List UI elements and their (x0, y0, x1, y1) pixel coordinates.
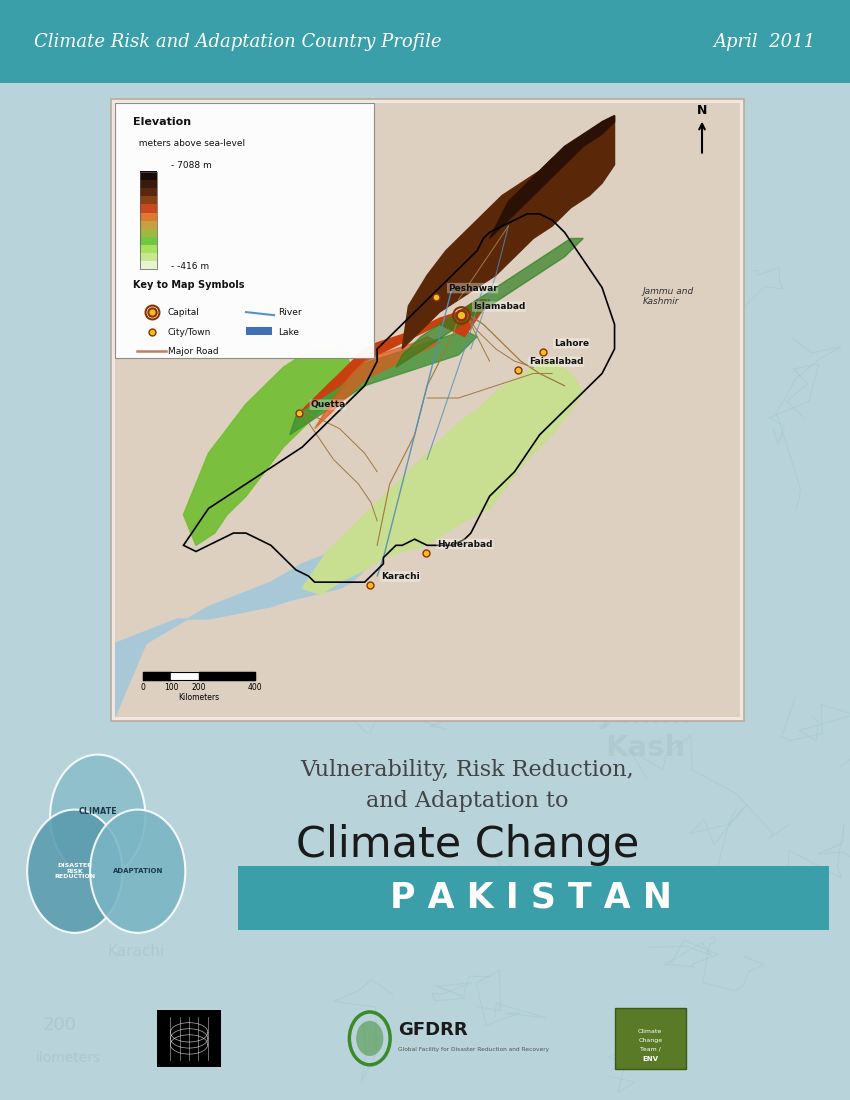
Text: and Adaptation to: and Adaptation to (366, 790, 569, 812)
Bar (139, 187, 157, 197)
Text: Quetta: Quetta (310, 400, 346, 409)
Text: - -416 m: - -416 m (171, 262, 209, 271)
Text: Lake: Lake (279, 329, 299, 338)
Text: Lahore: Lahore (649, 580, 711, 597)
Text: Lahore: Lahore (554, 339, 589, 348)
Polygon shape (314, 337, 439, 429)
Text: 200: 200 (192, 683, 207, 692)
Text: Team /: Team / (640, 1047, 660, 1052)
Text: GFDRR: GFDRR (398, 1021, 468, 1038)
Text: Capital: Capital (167, 308, 200, 317)
Polygon shape (402, 116, 615, 349)
Text: 400: 400 (248, 683, 263, 692)
Polygon shape (490, 116, 615, 239)
Text: Karachi: Karachi (381, 572, 420, 581)
Text: Peshawar: Peshawar (448, 284, 497, 293)
Text: ENV: ENV (643, 1056, 658, 1063)
Bar (139, 204, 157, 212)
Text: N: N (697, 103, 707, 117)
Text: CLIMATE: CLIMATE (78, 807, 117, 816)
Polygon shape (115, 546, 377, 717)
Polygon shape (303, 361, 583, 594)
Bar (139, 260, 157, 270)
Polygon shape (396, 239, 583, 367)
Text: meters above sea-level: meters above sea-level (133, 140, 246, 148)
Text: Climate: Climate (638, 1030, 662, 1034)
Bar (139, 170, 157, 180)
FancyBboxPatch shape (615, 1008, 686, 1069)
Text: Vulnerability, Risk Reduction,: Vulnerability, Risk Reduction, (301, 759, 634, 781)
FancyBboxPatch shape (115, 103, 374, 359)
Text: Hyderabad: Hyderabad (437, 540, 493, 549)
Text: April  2011: April 2011 (714, 33, 816, 51)
Bar (139, 179, 157, 188)
Bar (238, 866, 829, 930)
Bar (139, 235, 157, 245)
Text: Change: Change (638, 1038, 662, 1043)
Text: Global Facility for Disaster Reduction and Recovery: Global Facility for Disaster Reduction a… (398, 1047, 549, 1052)
Text: ADAPTATION: ADAPTATION (112, 868, 163, 875)
Circle shape (90, 810, 185, 933)
Bar (139, 252, 157, 261)
Circle shape (27, 810, 122, 933)
Polygon shape (303, 300, 490, 410)
Bar (139, 228, 157, 236)
Text: Faisalabad: Faisalabad (648, 630, 729, 646)
Text: Faisalabad: Faisalabad (529, 358, 583, 366)
Text: City/Town: City/Town (167, 328, 212, 337)
Text: Islamabad: Islamabad (473, 302, 525, 311)
Polygon shape (184, 349, 352, 546)
Bar (139, 219, 157, 229)
Text: River: River (279, 308, 302, 317)
Text: Kilometers: Kilometers (178, 693, 219, 702)
Bar (139, 211, 157, 221)
Text: 0: 0 (140, 683, 145, 692)
Text: ilometers: ilometers (36, 1052, 100, 1065)
Bar (139, 172, 157, 270)
Polygon shape (184, 349, 352, 546)
Bar (157, 1010, 221, 1067)
FancyBboxPatch shape (110, 99, 744, 721)
Text: Jamm
Kash: Jamm Kash (600, 702, 692, 761)
Text: Jammu and
Kashmir: Jammu and Kashmir (643, 287, 694, 307)
Text: Key to Map Symbols: Key to Map Symbols (133, 279, 245, 289)
Text: P A K I S T A N: P A K I S T A N (390, 881, 672, 914)
Text: 200: 200 (42, 1016, 76, 1034)
Bar (0, 0, 850, 82)
Circle shape (50, 755, 145, 878)
Text: 100: 100 (164, 683, 178, 692)
Bar (139, 244, 157, 253)
Circle shape (356, 1021, 383, 1056)
Text: Karachi: Karachi (107, 944, 165, 959)
Text: - 7088 m: - 7088 m (171, 161, 212, 169)
Text: Elevation: Elevation (133, 117, 191, 126)
Polygon shape (290, 330, 477, 434)
Text: Climate Risk and Adaptation Country Profile: Climate Risk and Adaptation Country Prof… (34, 33, 441, 51)
Bar (139, 195, 157, 205)
Text: Major Road: Major Road (167, 346, 218, 355)
Text: Climate Change: Climate Change (296, 824, 639, 866)
Bar (246, 327, 272, 336)
Text: DISASTER
RISK
REDUCTION: DISASTER RISK REDUCTION (54, 862, 95, 880)
